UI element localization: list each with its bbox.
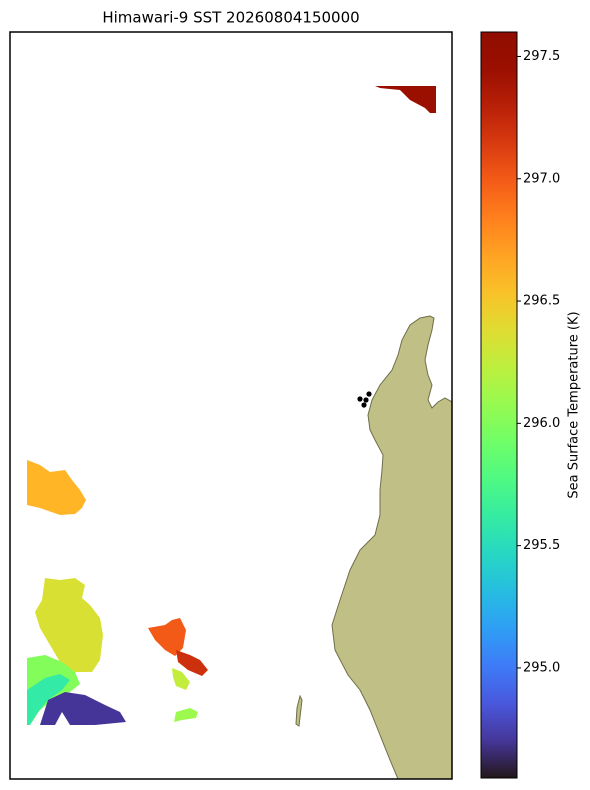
sst-patch <box>27 460 86 515</box>
sst-patch <box>27 674 70 725</box>
land <box>331 315 452 779</box>
colorbar-tick-label: 295.5 <box>523 538 560 553</box>
colorbar-tick-label: 296.0 <box>523 416 560 431</box>
colorbar <box>480 31 518 779</box>
sst-patch <box>35 578 103 672</box>
sst-patch <box>375 86 436 113</box>
sst-patch <box>176 650 208 676</box>
island <box>295 694 303 727</box>
colorbar-tick-label: 296.5 <box>523 294 560 309</box>
stations <box>357 391 372 408</box>
map-frame <box>9 31 453 780</box>
colorbar-tick-label: 295.0 <box>523 660 560 675</box>
station <box>363 397 369 403</box>
sst-patch <box>174 708 198 722</box>
sst-patch <box>172 668 190 690</box>
station <box>366 391 372 397</box>
station <box>357 396 363 402</box>
colorbar-label: Sea Surface Temperature (K) <box>567 311 582 498</box>
sst-patch <box>40 692 126 725</box>
colorbar-tick-label: 297.0 <box>523 171 560 186</box>
station <box>361 402 367 408</box>
colorbar-tick-label: 297.5 <box>523 49 560 64</box>
map-title: Himawari-9 SST 20260804150000 <box>102 9 359 27</box>
sst-patch <box>148 618 186 656</box>
